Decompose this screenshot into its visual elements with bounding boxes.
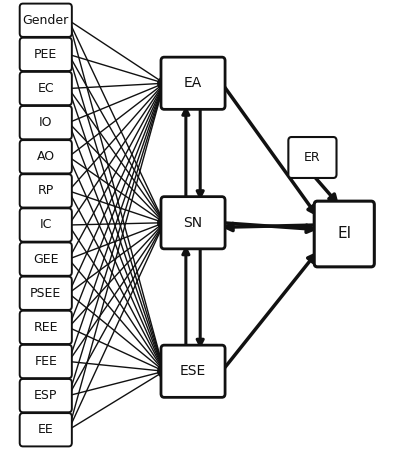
FancyBboxPatch shape bbox=[20, 277, 72, 310]
Text: Gender: Gender bbox=[23, 14, 69, 27]
Text: ESP: ESP bbox=[34, 389, 57, 402]
FancyBboxPatch shape bbox=[20, 38, 72, 71]
FancyBboxPatch shape bbox=[20, 413, 72, 446]
Text: ER: ER bbox=[304, 151, 321, 164]
FancyBboxPatch shape bbox=[20, 208, 72, 242]
FancyBboxPatch shape bbox=[20, 4, 72, 37]
Text: EC: EC bbox=[37, 82, 54, 95]
Text: IC: IC bbox=[39, 219, 52, 231]
Text: FEE: FEE bbox=[34, 355, 57, 368]
Text: EI: EI bbox=[337, 226, 351, 242]
Text: IO: IO bbox=[39, 116, 53, 129]
Text: RP: RP bbox=[38, 184, 54, 198]
FancyBboxPatch shape bbox=[161, 57, 225, 109]
Text: GEE: GEE bbox=[33, 252, 59, 266]
FancyBboxPatch shape bbox=[20, 174, 72, 207]
FancyBboxPatch shape bbox=[314, 201, 374, 267]
Text: EA: EA bbox=[184, 76, 202, 90]
Text: EE: EE bbox=[38, 423, 54, 436]
Text: REE: REE bbox=[33, 321, 58, 334]
FancyBboxPatch shape bbox=[288, 137, 337, 178]
FancyBboxPatch shape bbox=[20, 72, 72, 105]
FancyBboxPatch shape bbox=[161, 197, 225, 249]
FancyBboxPatch shape bbox=[20, 310, 72, 344]
FancyBboxPatch shape bbox=[20, 106, 72, 140]
FancyBboxPatch shape bbox=[20, 345, 72, 378]
Text: AO: AO bbox=[37, 150, 55, 163]
Text: PSEE: PSEE bbox=[30, 287, 61, 300]
FancyBboxPatch shape bbox=[20, 379, 72, 412]
Text: PEE: PEE bbox=[34, 48, 57, 61]
FancyBboxPatch shape bbox=[20, 140, 72, 173]
Text: SN: SN bbox=[183, 216, 203, 230]
Text: ESE: ESE bbox=[180, 364, 206, 378]
FancyBboxPatch shape bbox=[161, 345, 225, 397]
FancyBboxPatch shape bbox=[20, 243, 72, 276]
